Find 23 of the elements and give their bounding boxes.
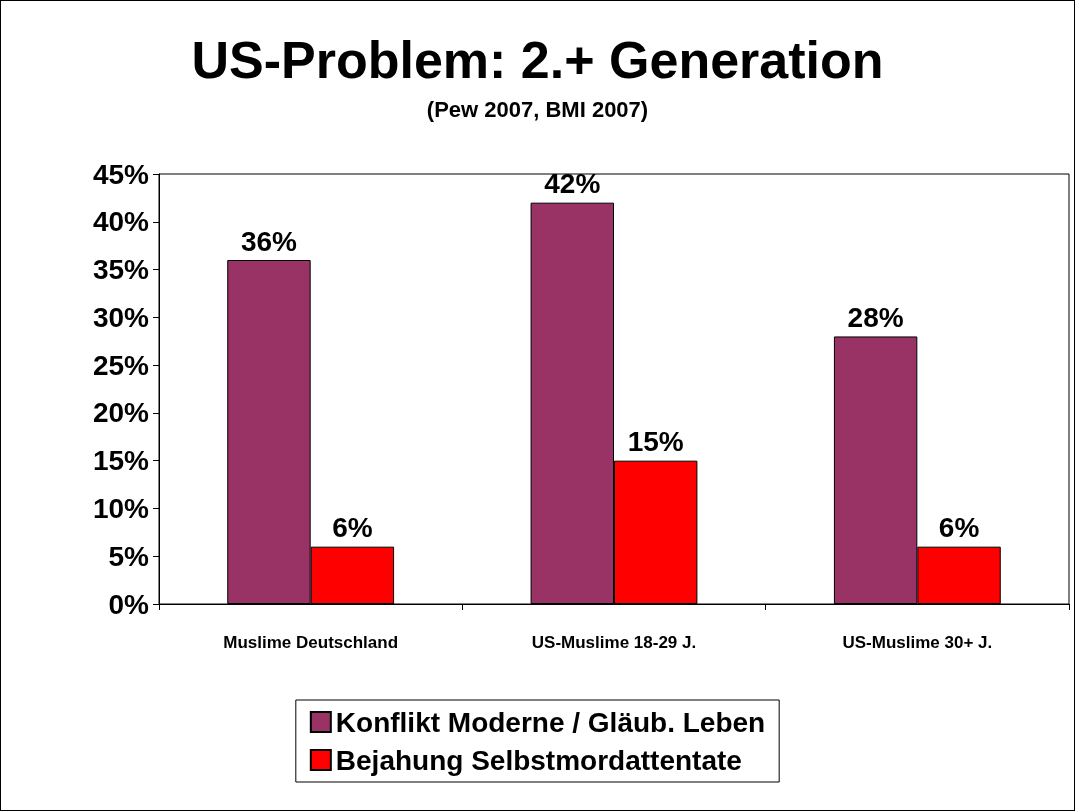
y-tick-label: 0% xyxy=(108,588,150,620)
x-tick-label: US-Muslime 30+ J. xyxy=(842,633,993,652)
data-label: 6% xyxy=(332,512,373,544)
chart-subtitle: (Pew 2007, BMI 2007) xyxy=(426,96,649,122)
x-tick-label: US-Muslime 18-29 J. xyxy=(531,633,697,652)
y-tick-label: 10% xyxy=(92,492,150,524)
y-tick-label: 45% xyxy=(92,158,150,190)
x-tick-label: Muslime Deutschland xyxy=(223,633,399,652)
legend-label: Bejahung Selbstmordattentate xyxy=(335,744,742,776)
y-tick-label: 25% xyxy=(92,349,150,381)
y-tick-label: 40% xyxy=(92,206,150,238)
chart-title: US-Problem: 2.+ Generation xyxy=(191,31,884,89)
y-tick-label: 30% xyxy=(92,301,150,333)
y-tick-label: 20% xyxy=(92,397,150,429)
data-label: 6% xyxy=(938,512,980,544)
data-label: 28% xyxy=(847,301,904,333)
y-tick-label: 5% xyxy=(108,540,150,572)
data-label: 36% xyxy=(240,225,298,257)
y-tick-label: 15% xyxy=(92,445,150,477)
data-label: 15% xyxy=(627,426,684,458)
legend-label: Konflikt Moderne / Gläub. Leben xyxy=(335,706,766,738)
data-label: 42% xyxy=(544,168,601,200)
y-tick-label: 35% xyxy=(92,254,150,286)
